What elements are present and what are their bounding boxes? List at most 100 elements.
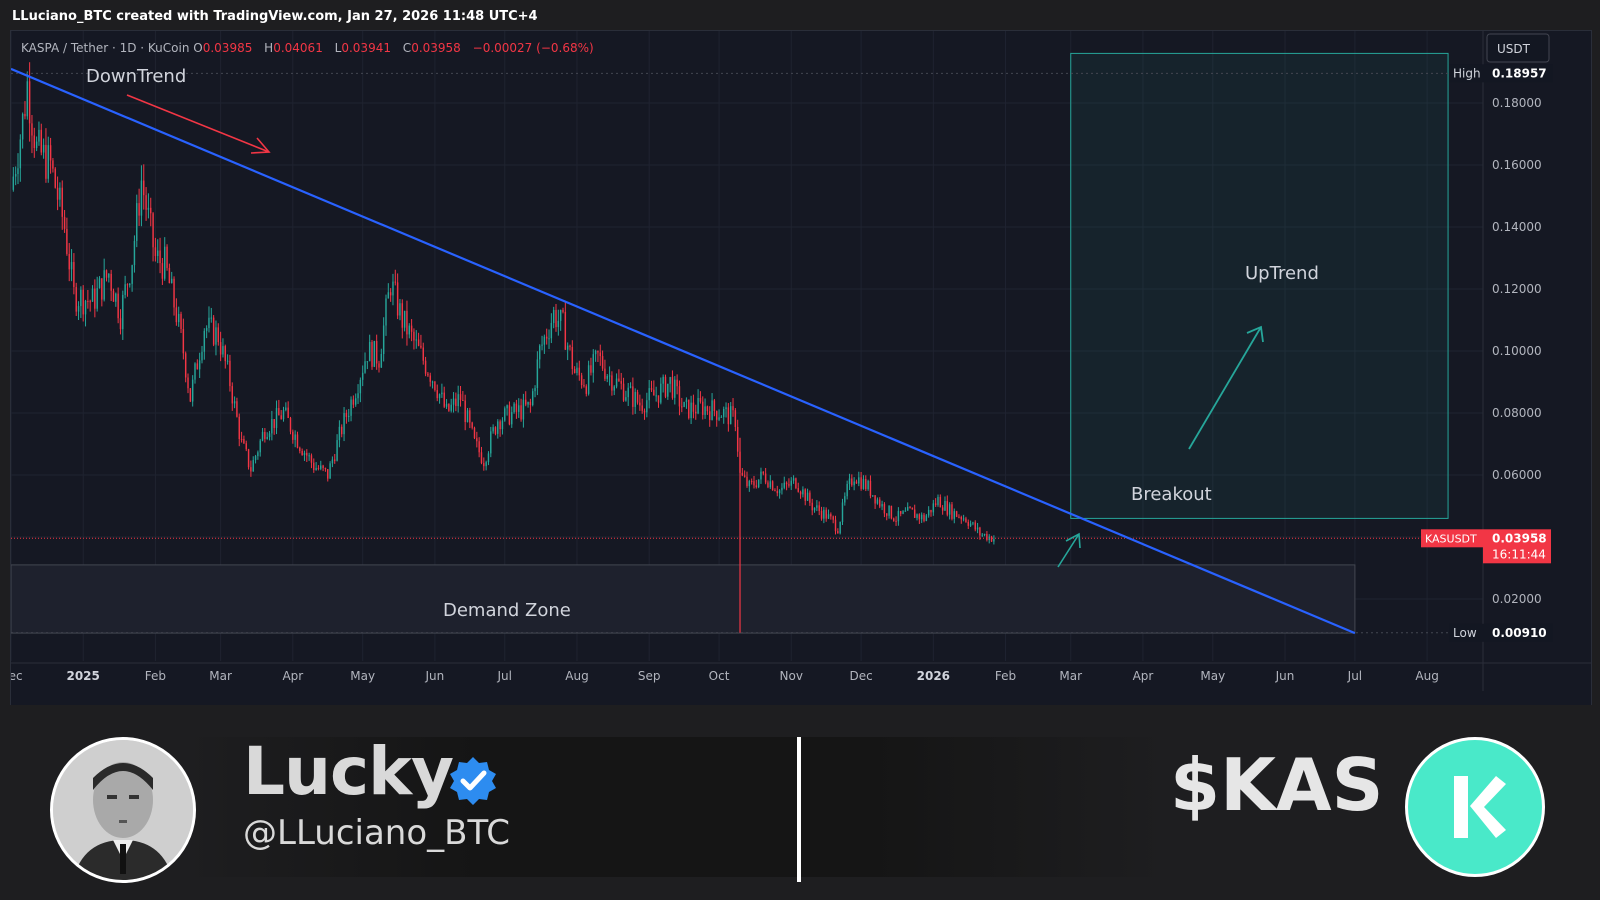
candle-body [483,463,485,467]
time-tick-label: Nov [780,669,803,683]
zones-layer [10,52,1449,634]
candle-body [657,395,660,403]
candle-body [622,383,625,401]
candle-body [720,416,723,418]
candle-body [476,438,478,442]
candle-body [347,415,350,417]
low-tag-label: Low [1453,626,1477,640]
candle-body [108,273,110,278]
candle-body [955,511,958,517]
candle-body [601,356,604,369]
candle-body [506,405,508,409]
candle-body [101,278,103,300]
candle-body [760,471,762,480]
candle-body [755,485,758,488]
candle-body [664,376,667,397]
candle-body [983,534,986,536]
candle-body [916,514,918,518]
candle-body [883,504,886,514]
candle-body [778,490,781,494]
candle-body [529,401,532,405]
candle-body [161,263,164,279]
candle-body [492,427,494,432]
candle-body [937,496,939,505]
downtrend-line [10,67,1356,635]
candle-body [338,426,341,441]
candle-body [499,421,501,430]
candle-body [960,516,963,520]
currency-button [1486,33,1550,63]
candle-body [958,516,960,518]
candle-body [629,386,632,388]
candle-body [129,283,131,286]
low-value-label: 0.00910 [1492,626,1547,640]
candle-body [876,499,879,504]
candle-body [853,481,855,486]
candle-body [902,511,904,514]
candle-body [981,534,983,536]
high-value: 0.04061 [273,41,323,55]
candle-body [946,500,949,515]
time-tick-label: Aug [1415,669,1438,683]
candle-body [180,313,182,330]
candle-body [485,462,487,467]
candle-body [56,187,59,200]
candle-body [240,439,243,441]
candle-body [618,378,620,382]
candle-body [215,327,217,345]
candle-body [743,475,746,477]
candle-body [268,433,271,438]
candle-body [122,294,124,330]
candle-body [904,510,907,512]
candle-body [103,270,105,300]
change-value: −0.00027 (−0.68%) [472,41,594,55]
candle-body [357,393,359,399]
symbol-info: KASPA / Tether · 1D · KuCoin O0.03985 H0… [21,41,602,55]
candle-body [578,367,581,376]
candle-body [306,452,308,456]
time-tick-label: Jun [1275,669,1295,683]
candle-body [790,480,792,486]
candle-body [906,506,909,511]
candle-body [334,459,336,461]
candle-body [585,386,588,394]
candle-body [198,360,201,370]
price-tick-label: 0.18000 [1492,96,1542,110]
candle-body [583,385,585,387]
candle-body [287,407,289,418]
candle-body [480,452,483,464]
candle-body [494,427,497,434]
candle-body [466,410,469,423]
candle-body [587,365,590,394]
candle-body [14,174,17,177]
candle-body [373,340,376,367]
author-footer: Lucky @LLuciano_BTC $KAS [0,705,1600,900]
candle-body [420,345,422,348]
candle-body [993,539,995,542]
candle-body [231,386,233,404]
candle-body [94,288,96,309]
candle-body [170,278,173,284]
candle-body [643,410,646,413]
candle-body [278,408,280,416]
candle-body [762,471,765,474]
candle-body [157,250,159,257]
candle-body [841,502,844,522]
candle-body [527,401,529,405]
candle-body [394,281,397,283]
candle-body [881,504,883,507]
candle-body [70,262,73,270]
price-chart[interactable]: DownTrend UpTrend Breakout Demand Zone 0.18… [0,31,1591,706]
candle-body [715,411,718,420]
candle-body [203,330,206,352]
candle-body [557,320,560,328]
candle-body [671,377,674,398]
candle-body [872,495,874,497]
candle-body [776,490,779,494]
candle-body [392,281,394,296]
candle-body [930,509,932,513]
candle-body [736,426,739,452]
candle-body [387,292,390,299]
time-tick-label: Sep [638,669,661,683]
arrow-head [250,137,271,154]
